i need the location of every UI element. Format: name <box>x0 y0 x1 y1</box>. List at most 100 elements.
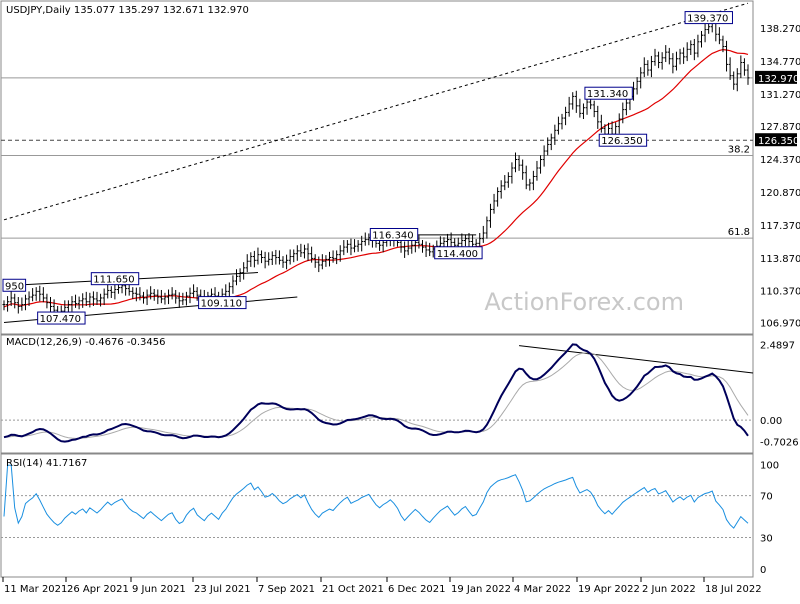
macd-title: MACD(12,26,9) -0.4676 -0.3456 <box>6 337 166 348</box>
x-tick-label: 18 Jul 2022 <box>705 584 762 595</box>
watermark: ActionForex.com <box>484 288 684 316</box>
price-bar <box>6 296 10 312</box>
annotation-box <box>684 11 733 25</box>
axis-layer: 138.270 134.770 131.270 127.870 124.370 120.8… <box>2 24 800 595</box>
price-bar <box>170 287 174 300</box>
annotation-label: 139.370 <box>687 14 728 25</box>
x-tick-label: 19 Jan 2022 <box>451 584 511 595</box>
macd-pane-frame <box>0 334 754 454</box>
last-price-badge: 132.970 <box>755 70 799 85</box>
price-bar <box>467 232 471 249</box>
annotation-label: 116.340 <box>372 230 413 241</box>
price-bar <box>746 64 750 85</box>
price-bar <box>31 288 35 302</box>
price-annotation: 116.340 <box>369 227 419 241</box>
price-bar <box>592 100 596 118</box>
price-bar <box>542 145 546 167</box>
price-bar <box>732 71 736 90</box>
price-bar <box>192 284 196 298</box>
price-bar <box>138 287 142 301</box>
price-bar <box>345 240 349 253</box>
price-bar <box>306 243 310 261</box>
price-bar <box>481 225 485 243</box>
price-bar <box>463 234 467 247</box>
price-annotation: 131.340 <box>584 86 633 100</box>
price-bar <box>703 23 707 43</box>
price-pane-frame <box>0 0 754 335</box>
price-bar <box>510 162 514 184</box>
price-annotation: 139.370 <box>684 11 733 25</box>
price-y-tick: 113.870 <box>760 254 800 265</box>
x-tick-label: 6 Dec 2021 <box>388 584 446 595</box>
annotation-label: 126.350 <box>601 136 642 147</box>
price-bar <box>34 287 38 301</box>
price-bar <box>528 178 532 191</box>
annotation-label: 114.400 <box>437 249 478 260</box>
price-bar <box>9 290 13 306</box>
annotation-box <box>90 272 140 286</box>
price-bar <box>267 252 271 266</box>
price-bar <box>725 40 729 72</box>
annotation-box <box>37 311 86 325</box>
price-bar <box>256 247 260 265</box>
price-y-tick: 131.270 <box>760 90 800 101</box>
annotation-box <box>2 278 27 292</box>
price-bar <box>66 300 70 314</box>
price-bar <box>342 240 346 256</box>
price-bar <box>74 294 78 308</box>
fib-38-label: 38.2 <box>728 144 750 155</box>
price-bar <box>571 92 575 110</box>
long-trendline <box>3 2 749 221</box>
price-bar <box>410 240 414 254</box>
price-bar <box>181 292 185 306</box>
last-price-badge-label: 132.970 <box>758 74 799 85</box>
price-bar <box>95 291 99 306</box>
price-bar <box>471 234 475 249</box>
price-bar <box>360 235 364 252</box>
price-bar <box>567 96 571 117</box>
price-bar <box>417 235 421 249</box>
price-bar <box>696 34 700 58</box>
price-bar <box>310 246 314 263</box>
price-bar <box>657 51 661 69</box>
price-bar <box>356 240 360 252</box>
price-bar <box>717 27 721 45</box>
price-bar <box>84 291 88 306</box>
price-bar <box>49 297 52 314</box>
price-bar <box>274 249 278 265</box>
price-bar <box>335 250 339 265</box>
price-bar <box>492 193 496 214</box>
price-bar <box>524 165 528 190</box>
price-bar <box>485 216 489 239</box>
price-bar <box>142 291 145 304</box>
price-annotation: 126.350 <box>598 133 648 147</box>
price-bar <box>41 287 45 303</box>
price-bar <box>152 289 156 301</box>
price-bar <box>227 282 231 298</box>
price-bar <box>578 98 582 118</box>
price-bar <box>88 292 92 308</box>
price-bar <box>739 55 743 79</box>
price-bar <box>156 289 160 305</box>
price-bar <box>596 105 600 129</box>
price-bar <box>27 291 31 306</box>
price-bar <box>113 283 117 300</box>
price-bar <box>195 287 199 301</box>
moving-average-line <box>3 48 749 308</box>
price-bar <box>109 286 113 298</box>
x-tick-label: 9 Jun 2021 <box>132 584 186 595</box>
price-bar <box>728 57 732 80</box>
rsi-y-tick: 70 <box>760 492 773 503</box>
price-bar <box>317 256 321 273</box>
price-bar <box>231 275 235 294</box>
price-bar <box>285 254 289 270</box>
price-layer: 950 111.650 107.470 109.110 116.340 114.400 13… <box>1 2 753 325</box>
macd-y-tick: 0.00 <box>760 416 782 427</box>
price-bar <box>531 170 535 191</box>
price-bar <box>617 113 621 134</box>
price-bar <box>639 67 643 89</box>
annotation-label: 109.110 <box>201 299 242 310</box>
annotation-box <box>584 86 633 100</box>
price-bar <box>324 255 328 267</box>
